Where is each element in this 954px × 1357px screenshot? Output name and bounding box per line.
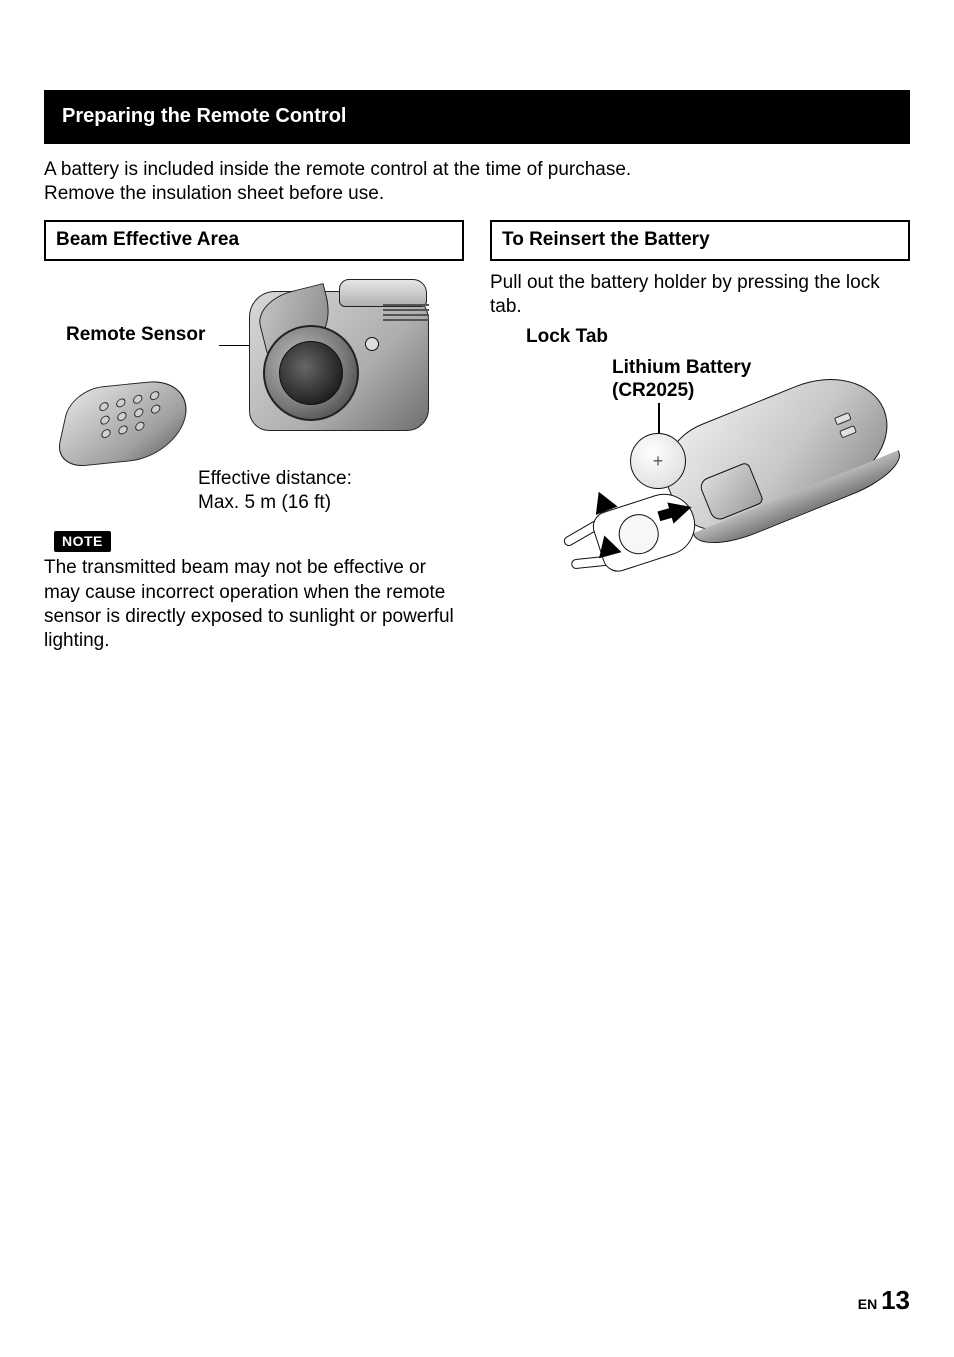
battery-figure: Lock Tab Lithium Battery (CR2025) bbox=[490, 325, 910, 585]
intro-line-1: A battery is included inside the remote … bbox=[44, 159, 631, 180]
beam-effective-area-heading: Beam Effective Area bbox=[44, 220, 464, 260]
battery-label-line-2: (CR2025) bbox=[612, 380, 694, 401]
section-heading-text: Preparing the Remote Control bbox=[62, 105, 346, 127]
camcorder-grill-icon bbox=[383, 301, 429, 331]
reinsert-instruction: Pull out the battery holder by pressing … bbox=[490, 271, 910, 320]
camcorder-sensor-dot-icon bbox=[365, 337, 379, 351]
note-chip-text: NOTE bbox=[62, 533, 103, 549]
battery-leader-line bbox=[658, 403, 660, 433]
intro-paragraph: A battery is included inside the remote … bbox=[44, 158, 910, 207]
small-remote-buttons-icon bbox=[80, 388, 177, 456]
note-chip: NOTE bbox=[54, 531, 111, 553]
small-remote-illustration bbox=[64, 383, 184, 463]
lithium-battery-label: Lithium Battery (CR2025) bbox=[612, 357, 751, 403]
left-column: Beam Effective Area Remote Sensor bbox=[44, 220, 464, 653]
reinsert-subheading-text: To Reinsert the Battery bbox=[502, 229, 710, 250]
reinsert-battery-heading: To Reinsert the Battery bbox=[490, 220, 910, 260]
remote-sensor-label: Remote Sensor bbox=[66, 323, 205, 347]
effective-distance-line-2: Max. 5 m (16 ft) bbox=[198, 491, 352, 515]
lock-tab-label: Lock Tab bbox=[526, 325, 608, 349]
effective-distance-line-1: Effective distance: bbox=[198, 467, 352, 491]
camcorder-illustration bbox=[239, 271, 439, 451]
beam-figure: Remote Sensor Effective bbox=[44, 271, 464, 521]
battery-label-line-1: Lithium Battery bbox=[612, 357, 751, 378]
page-number-value: 13 bbox=[881, 1285, 910, 1315]
beam-subheading-text: Beam Effective Area bbox=[56, 229, 239, 250]
intro-line-2: Remove the insulation sheet before use. bbox=[44, 183, 384, 204]
two-column-layout: Beam Effective Area Remote Sensor bbox=[44, 220, 910, 653]
battery-holder-illustration bbox=[564, 482, 724, 607]
camcorder-lens-inner-icon bbox=[279, 341, 343, 405]
coin-battery-icon bbox=[630, 433, 686, 489]
page-number: EN 13 bbox=[858, 1284, 910, 1317]
note-paragraph: The transmitted beam may not be effectiv… bbox=[44, 556, 464, 653]
right-column: To Reinsert the Battery Pull out the bat… bbox=[490, 220, 910, 653]
page-lang: EN bbox=[858, 1296, 877, 1312]
section-heading-bar: Preparing the Remote Control bbox=[44, 90, 910, 144]
